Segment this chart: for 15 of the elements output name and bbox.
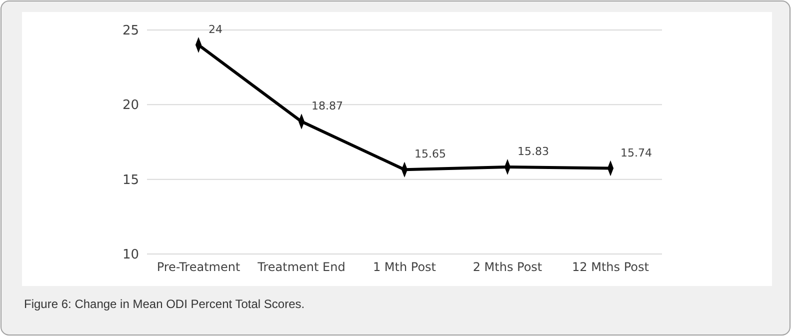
x-tick-label: 1 Mth Post bbox=[372, 260, 436, 274]
y-tick-label: 15 bbox=[122, 172, 139, 188]
y-tick-label: 25 bbox=[122, 24, 139, 39]
x-tick-label: Pre-Treatment bbox=[156, 260, 240, 274]
x-tick-label: Treatment End bbox=[256, 260, 346, 274]
y-tick-label: 10 bbox=[122, 248, 139, 263]
x-tick-label: 12 Mths Post bbox=[572, 260, 650, 274]
y-tick-label: 20 bbox=[122, 98, 139, 114]
data-label: 15.65 bbox=[414, 148, 446, 161]
caption: Figure 6: Change in Mean ODI Percent Total Scores. bbox=[24, 297, 305, 311]
data-label: 15.74 bbox=[620, 146, 652, 160]
data-label: 15.83 bbox=[518, 144, 549, 158]
data-label: 24 bbox=[208, 22, 222, 36]
x-tick-label: 2 Mths Post bbox=[472, 260, 542, 274]
data-label: 18.87 bbox=[312, 100, 343, 113]
